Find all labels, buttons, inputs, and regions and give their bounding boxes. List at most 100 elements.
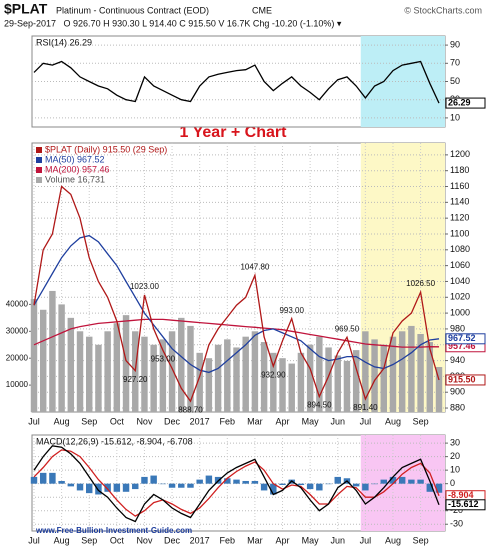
x-tick-label: Feb xyxy=(220,416,236,426)
bar xyxy=(325,483,332,485)
bar xyxy=(426,483,434,492)
x-tick-label: Aug xyxy=(385,416,401,426)
data-label: 891.40 xyxy=(353,403,378,412)
panel-title: MACD(12,26,9) -15.612, -8.904, -6.708 xyxy=(36,436,193,446)
x-tick-label: Apr xyxy=(276,416,290,426)
x-tick-label: Aug xyxy=(54,416,70,426)
panel-title: RSI(14) 26.29 xyxy=(36,37,92,47)
bar xyxy=(233,479,240,484)
value-tag-label: 26.29 xyxy=(448,97,471,107)
y-tick-label: -30 xyxy=(450,519,463,529)
x-tick-label: Jun xyxy=(330,416,345,426)
value-tag xyxy=(445,499,486,511)
bar xyxy=(49,290,56,412)
x-tick-label: Apr xyxy=(276,535,290,545)
bar xyxy=(187,325,194,412)
bar xyxy=(270,352,277,412)
data-label: 1023.00 xyxy=(130,282,159,291)
value-tag-label: -8.904 xyxy=(448,490,474,500)
y-tick-label: 1080 xyxy=(450,244,470,254)
data-label: 927.20 xyxy=(123,375,148,384)
y2-tick-label: 40000 xyxy=(6,300,29,309)
x-tick-label: Aug xyxy=(54,535,70,545)
bar xyxy=(76,331,84,412)
bar xyxy=(95,483,102,495)
y-tick-label: 70 xyxy=(450,58,460,68)
bar xyxy=(389,476,397,484)
x-tick-label: Jul xyxy=(28,535,40,545)
line xyxy=(33,185,440,403)
bar xyxy=(95,344,102,412)
y-tick-label: 20 xyxy=(450,451,460,461)
value-tag-label: 967.52 xyxy=(448,333,476,343)
y2-tick-label: 20000 xyxy=(6,353,29,362)
bar xyxy=(187,483,194,488)
data-label: 932.90 xyxy=(261,370,286,379)
y-tick-label: 1180 xyxy=(450,165,469,175)
bar xyxy=(334,355,341,412)
y-tick-label: 980 xyxy=(450,323,465,333)
legend-swatch xyxy=(36,177,42,183)
legend-swatch xyxy=(36,147,42,153)
bar xyxy=(288,363,295,412)
bar xyxy=(58,480,65,484)
source: © StockCharts.com xyxy=(404,5,482,15)
bar xyxy=(371,339,378,412)
bar xyxy=(224,339,231,412)
bar xyxy=(132,331,139,412)
bar xyxy=(104,331,111,412)
x-tick-label: Sep xyxy=(413,535,429,545)
x-tick-label: Mar xyxy=(247,416,263,426)
y-tick-label: 90 xyxy=(450,39,460,49)
x-tick-label: Jun xyxy=(330,535,345,545)
quote: 29-Sep-2017 O 926.70 H 930.30 L 914.40 C… xyxy=(4,18,342,28)
data-label: 993.00 xyxy=(279,306,304,315)
bar xyxy=(58,304,65,412)
bar xyxy=(150,344,157,412)
bar xyxy=(122,315,130,412)
bar xyxy=(178,483,185,488)
y-tick-label: 900 xyxy=(450,387,465,397)
y-tick-label: 50 xyxy=(450,76,460,86)
x-tick-label: 2017 xyxy=(190,535,210,545)
bar xyxy=(251,331,259,412)
bar xyxy=(325,347,332,412)
x-tick-label: Oct xyxy=(110,535,125,545)
bar xyxy=(297,483,305,486)
bar xyxy=(380,344,387,412)
legend-label: MA(200) 957.46 xyxy=(45,164,110,174)
bar xyxy=(113,483,121,492)
highlight xyxy=(360,36,445,127)
bar xyxy=(426,342,434,412)
y-tick-label: 880 xyxy=(450,402,465,412)
value-tag xyxy=(445,374,486,386)
y-tick-label: 1040 xyxy=(450,276,470,286)
bar xyxy=(417,333,424,412)
line xyxy=(33,60,440,104)
y-tick-label: 30 xyxy=(450,437,460,447)
legend-swatch xyxy=(36,157,42,163)
bar xyxy=(224,478,231,484)
bar xyxy=(39,472,47,484)
x-tick-label: Aug xyxy=(385,535,401,545)
legend-label: $PLAT (Daily) 915.50 (29 Sep) xyxy=(45,144,167,154)
bar xyxy=(435,366,443,412)
bar xyxy=(205,358,213,412)
bar xyxy=(279,358,286,412)
bar xyxy=(352,483,360,487)
bar xyxy=(214,344,222,412)
y-tick-label: 940 xyxy=(450,355,465,365)
x-tick-label: Sep xyxy=(413,416,429,426)
bar xyxy=(49,472,56,484)
bar xyxy=(371,483,378,485)
line xyxy=(33,445,440,523)
data-label: 1026.50 xyxy=(406,279,435,288)
bar xyxy=(86,483,93,494)
bar xyxy=(260,342,268,412)
bar xyxy=(380,479,387,484)
annotation: 1 Year + Chart xyxy=(180,124,288,141)
bar xyxy=(205,475,213,484)
bar xyxy=(196,479,203,484)
x-tick-label: 2017 xyxy=(190,416,210,426)
